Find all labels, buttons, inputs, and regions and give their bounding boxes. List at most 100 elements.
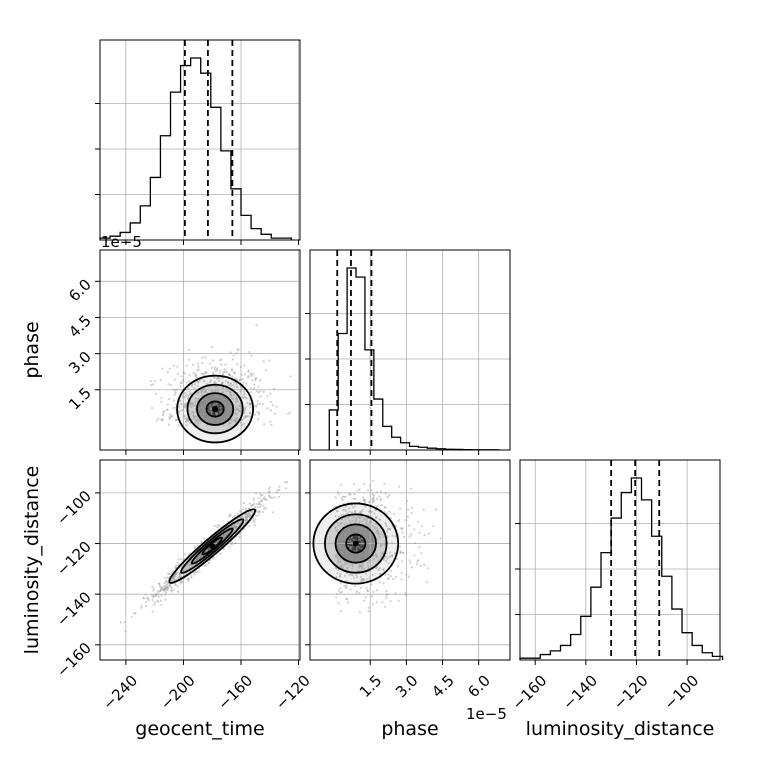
scatter-point-geocent_time-luminosity_distance bbox=[165, 580, 168, 583]
scatter-point-geocent_time-phase bbox=[219, 359, 222, 362]
scatter-point-phase-luminosity_distance bbox=[404, 594, 408, 597]
x-axis-label-phase: phase bbox=[381, 718, 438, 740]
scatter-point-geocent_time-phase bbox=[234, 417, 237, 420]
scatter-point-geocent_time-phase bbox=[183, 414, 186, 417]
scatter-point-geocent_time-phase bbox=[188, 390, 191, 393]
scatter-point-geocent_time-phase bbox=[202, 417, 205, 420]
scatter-point-geocent_time-phase bbox=[234, 409, 237, 412]
scatter-point-geocent_time-luminosity_distance bbox=[227, 530, 230, 533]
scatter-point-geocent_time-phase bbox=[162, 411, 165, 414]
scatter-point-phase-luminosity_distance bbox=[350, 536, 353, 539]
scatter-point-geocent_time-luminosity_distance bbox=[189, 563, 192, 566]
scatter-point-geocent_time-phase bbox=[254, 379, 257, 382]
scatter-point-phase-luminosity_distance bbox=[354, 519, 357, 522]
scatter-point-phase-luminosity_distance bbox=[340, 544, 343, 547]
scatter-point-geocent_time-luminosity_distance bbox=[275, 491, 279, 494]
scatter-point-phase-luminosity_distance bbox=[356, 531, 359, 534]
scatter-point-geocent_time-phase bbox=[255, 390, 258, 393]
scatter-point-geocent_time-luminosity_distance bbox=[176, 576, 179, 579]
scatter-point-phase-luminosity_distance bbox=[396, 565, 399, 568]
scatter-point-phase-luminosity_distance bbox=[406, 515, 409, 518]
scatter-point-geocent_time-luminosity_distance bbox=[198, 556, 201, 559]
scatter-point-geocent_time-phase bbox=[218, 377, 221, 380]
scatter-point-phase-luminosity_distance bbox=[359, 532, 363, 535]
scatter-point-phase-luminosity_distance bbox=[399, 550, 402, 553]
x-tick-label-phase-0: 1.5 bbox=[356, 672, 386, 702]
scatter-point-phase-luminosity_distance bbox=[369, 539, 372, 542]
scatter-point-geocent_time-phase bbox=[249, 372, 252, 375]
scatter-point-geocent_time-phase bbox=[235, 397, 238, 400]
scatter-point-geocent_time-phase bbox=[243, 412, 246, 415]
x-axis-label-luminosity-distance: luminosity_distance bbox=[526, 718, 715, 740]
scatter-point-geocent_time-luminosity_distance bbox=[169, 583, 172, 587]
scatter-point-geocent_time-phase bbox=[222, 424, 225, 427]
scatter-point-phase-luminosity_distance bbox=[374, 531, 378, 534]
scatter-point-geocent_time-phase bbox=[239, 365, 242, 368]
scatter-point-geocent_time-phase bbox=[215, 413, 218, 416]
scatter-point-geocent_time-phase bbox=[192, 404, 195, 407]
scatter-point-geocent_time-phase bbox=[212, 398, 215, 402]
scatter-point-geocent_time-luminosity_distance bbox=[223, 536, 226, 539]
scatter-point-geocent_time-phase bbox=[289, 375, 292, 378]
scatter-point-phase-luminosity_distance bbox=[389, 551, 392, 554]
scatter-point-geocent_time-phase bbox=[212, 421, 215, 424]
scatter-point-phase-luminosity_distance bbox=[336, 521, 339, 524]
scatter-point-phase-luminosity_distance bbox=[406, 508, 410, 511]
scatter-point-geocent_time-phase bbox=[224, 363, 227, 366]
scatter-point-geocent_time-phase bbox=[213, 376, 216, 379]
scatter-point-geocent_time-phase bbox=[218, 371, 222, 375]
scatter-point-geocent_time-luminosity_distance bbox=[164, 586, 167, 589]
scatter-point-phase-luminosity_distance bbox=[397, 520, 400, 523]
scatter-point-phase-luminosity_distance bbox=[365, 552, 368, 555]
hist-bin-geocent_time-15 bbox=[251, 229, 261, 240]
scatter-point-phase-luminosity_distance bbox=[391, 534, 394, 537]
scatter-point-geocent_time-phase bbox=[229, 394, 232, 397]
scatter-point-geocent_time-luminosity_distance bbox=[262, 504, 265, 507]
scatter-point-geocent_time-phase bbox=[182, 371, 185, 374]
scatter-point-phase-luminosity_distance bbox=[369, 559, 372, 562]
scatter-point-geocent_time-phase bbox=[190, 384, 193, 387]
scatter-point-phase-luminosity_distance bbox=[405, 573, 408, 576]
scatter-point-geocent_time-phase bbox=[241, 418, 244, 421]
scatter-point-phase-luminosity_distance bbox=[360, 540, 363, 544]
scatter-point-geocent_time-phase bbox=[174, 406, 177, 409]
scatter-point-phase-luminosity_distance bbox=[335, 555, 338, 559]
scatter-point-geocent_time-phase bbox=[254, 377, 257, 380]
scatter-point-geocent_time-luminosity_distance bbox=[238, 523, 241, 526]
x-tick-label-luminosity_distance-2: −120 bbox=[610, 672, 652, 714]
scatter-point-phase-luminosity_distance bbox=[368, 510, 371, 513]
scatter-point-phase-luminosity_distance bbox=[376, 529, 379, 532]
scatter-point-geocent_time-luminosity_distance bbox=[180, 579, 183, 582]
scatter-point-phase-luminosity_distance bbox=[389, 517, 392, 520]
scatter-point-geocent_time-luminosity_distance bbox=[186, 565, 189, 568]
scatter-point-geocent_time-luminosity_distance bbox=[246, 519, 249, 522]
scatter-point-geocent_time-phase bbox=[257, 391, 260, 394]
scatter-point-phase-luminosity_distance bbox=[353, 510, 357, 513]
scatter-point-geocent_time-phase bbox=[215, 395, 218, 398]
scatter-point-geocent_time-luminosity_distance bbox=[245, 512, 248, 516]
scatter-point-geocent_time-phase bbox=[249, 402, 252, 405]
scatter-point-geocent_time-phase bbox=[236, 363, 239, 366]
panel-frame-phase bbox=[309, 249, 511, 451]
scatter-point-phase-luminosity_distance bbox=[364, 554, 368, 558]
scatter-point-geocent_time-luminosity_distance bbox=[235, 522, 238, 525]
scatter-point-geocent_time-phase bbox=[218, 416, 222, 419]
scatter-point-phase-luminosity_distance bbox=[391, 554, 394, 557]
scatter-point-phase-luminosity_distance bbox=[336, 528, 339, 532]
scatter-point-geocent_time-luminosity_distance bbox=[278, 495, 281, 499]
scatter-point-phase-luminosity_distance bbox=[379, 497, 382, 500]
scatter-point-geocent_time-phase bbox=[234, 405, 238, 409]
scatter-point-geocent_time-phase bbox=[235, 383, 238, 386]
scatter-point-phase-luminosity_distance bbox=[364, 533, 367, 536]
scatter-point-geocent_time-phase bbox=[247, 376, 250, 379]
scatter-point-geocent_time-phase bbox=[196, 419, 199, 422]
scatter-point-geocent_time-luminosity_distance bbox=[163, 576, 166, 580]
scatter-point-phase-luminosity_distance bbox=[358, 554, 361, 557]
scatter-point-phase-luminosity_distance bbox=[351, 506, 355, 509]
scatter-point-phase-luminosity_distance bbox=[371, 479, 375, 482]
scatter-point-geocent_time-luminosity_distance bbox=[232, 516, 235, 519]
scatter-point-geocent_time-luminosity_distance bbox=[248, 525, 251, 528]
scatter-point-phase-luminosity_distance bbox=[369, 521, 372, 525]
scatter-point-phase-luminosity_distance bbox=[362, 499, 365, 502]
scatter-point-phase-luminosity_distance bbox=[348, 519, 351, 522]
